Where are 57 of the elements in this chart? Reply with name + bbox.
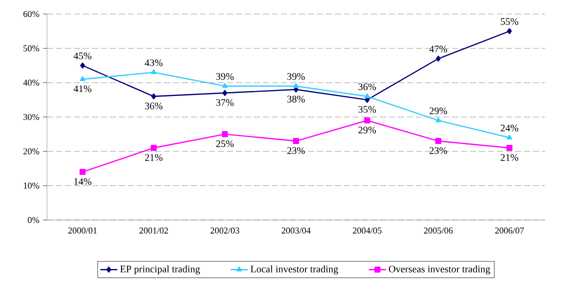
- point: [151, 93, 156, 100]
- point: [80, 62, 85, 68]
- x-tick-label: 2002/03: [210, 228, 240, 234]
- data-label: 14%: [74, 178, 92, 185]
- point: [151, 69, 156, 74]
- x-tick-label: 2003/04: [282, 228, 311, 234]
- point: [436, 117, 441, 122]
- point: [222, 83, 228, 88]
- point: [364, 117, 370, 124]
- y-tick-label: 60%: [23, 10, 40, 18]
- x-tick-label: 2006/07: [495, 228, 524, 234]
- y-tick-label: 50%: [24, 45, 40, 52]
- x-tick-label: 2001/02: [139, 228, 168, 234]
- data-label: 21%: [500, 154, 518, 161]
- data-label: 43%: [144, 59, 163, 66]
- point: [435, 138, 442, 144]
- y-tick-label: 30%: [23, 114, 40, 120]
- legend-label: Local investor trading: [250, 265, 338, 274]
- point: [506, 144, 512, 151]
- data-label: 23%: [287, 147, 305, 154]
- data-label: 47%: [429, 46, 448, 52]
- data-label: 25%: [216, 140, 234, 148]
- data-label: 29%: [358, 126, 376, 134]
- data-label: 38%: [287, 96, 305, 102]
- point: [80, 76, 86, 82]
- point: [150, 144, 157, 151]
- y-tick-label: 10%: [24, 182, 40, 189]
- point: [506, 134, 512, 140]
- point: [507, 28, 512, 34]
- x-tick-label: 2004/05: [352, 228, 382, 234]
- point: [293, 83, 299, 88]
- x-tick-label: 2005/06: [424, 228, 453, 234]
- point: [364, 93, 370, 98]
- data-label: 23%: [430, 147, 448, 154]
- data-label: 36%: [145, 102, 163, 110]
- data-label: 21%: [145, 154, 163, 161]
- data-label: 36%: [358, 83, 376, 90]
- point: [80, 168, 86, 175]
- data-label: 24%: [500, 124, 518, 132]
- y-tick-label: 20%: [23, 148, 40, 154]
- data-label: 39%: [216, 73, 234, 80]
- data-label: 35%: [358, 106, 376, 113]
- data-label: 39%: [287, 73, 305, 80]
- data-label: 29%: [430, 107, 448, 114]
- point: [293, 138, 299, 144]
- point: [436, 56, 441, 62]
- legend-label: Overseas investor trading: [388, 265, 490, 274]
- y-tick-label: 40%: [23, 80, 40, 86]
- x-tick-label: 2000/01: [68, 228, 97, 234]
- data-label: 41%: [74, 85, 92, 92]
- data-label: 55%: [500, 18, 518, 25]
- y-tick-label: 0%: [28, 216, 40, 224]
- point: [222, 90, 228, 96]
- data-label: 45%: [74, 52, 92, 60]
- legend-label: EP principal trading: [120, 265, 200, 274]
- data-label: 37%: [216, 99, 234, 106]
- point: [222, 131, 228, 138]
